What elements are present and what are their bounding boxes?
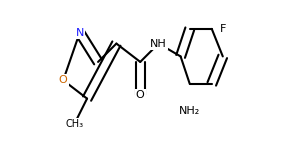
Text: F: F	[220, 24, 226, 34]
Text: N: N	[76, 28, 84, 38]
Text: NH₂: NH₂	[179, 106, 200, 116]
Text: CH₃: CH₃	[65, 119, 83, 129]
Text: O: O	[136, 90, 145, 100]
Text: NH: NH	[150, 39, 167, 49]
Text: O: O	[59, 75, 67, 85]
